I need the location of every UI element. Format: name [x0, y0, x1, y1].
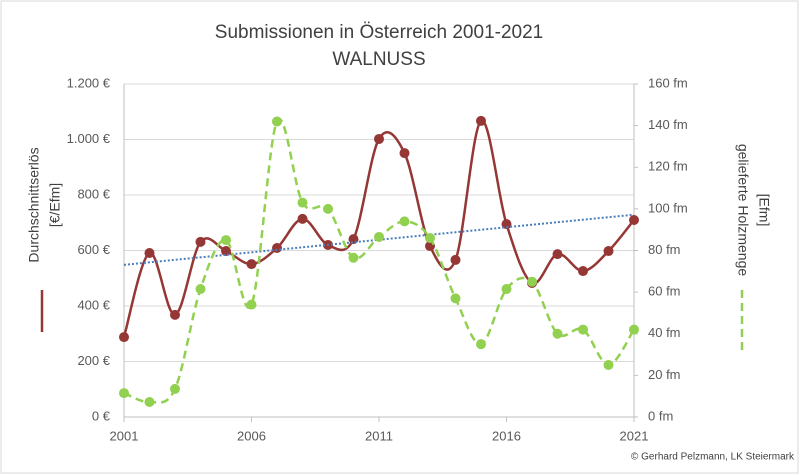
point: [603, 246, 614, 257]
point: [501, 284, 512, 295]
point: [629, 214, 639, 225]
y2-tick-label: 0 fm: [648, 408, 673, 423]
point: [272, 243, 282, 254]
point: [246, 259, 257, 270]
point: [578, 266, 588, 277]
point: [323, 203, 333, 214]
y-tick-label: 0 €: [92, 408, 111, 423]
y2-axis-title: gelieferte Holzmenge: [735, 144, 751, 277]
y-tick-label: 200 €: [77, 353, 110, 368]
point: [476, 115, 486, 126]
point: [119, 388, 129, 399]
x-tick-label: 2021: [620, 428, 649, 443]
y-tick-label: 800 €: [77, 186, 110, 201]
point: [348, 234, 359, 245]
point: [552, 249, 563, 260]
point: [450, 293, 461, 304]
point: [629, 324, 639, 335]
point: [170, 309, 180, 320]
point: [476, 339, 486, 350]
point: [399, 216, 410, 227]
y2-tick-label: 140 fm: [648, 117, 688, 132]
point: [425, 233, 435, 244]
y2-tick-label: 80 fm: [648, 242, 681, 257]
y2-tick-label: 20 fm: [648, 367, 681, 382]
x-tick-label: 2016: [492, 428, 521, 443]
footer: © Gerhard Pelzmann, LK Steiermark: [631, 452, 795, 463]
point: [374, 231, 384, 242]
x-tick-label: 2006: [237, 428, 266, 443]
chart-title: Submissionen in Österreich 2001-2021: [215, 22, 543, 43]
point: [272, 116, 282, 127]
y-axis-title: Durchschnittserlös: [26, 147, 42, 262]
y2-tick-label: 60 fm: [648, 284, 681, 299]
point: [374, 133, 384, 144]
x-tick-label: 2001: [110, 428, 139, 443]
chart-subtitle: WALNUSS: [332, 49, 425, 70]
point: [399, 148, 410, 159]
point: [527, 276, 537, 287]
point: [552, 328, 563, 339]
y-axis-title: [€/Efm]: [47, 183, 63, 227]
point: [297, 197, 308, 208]
y-tick-label: 1.200 €: [67, 75, 111, 90]
point: [195, 236, 206, 247]
x-tick-label: 2011: [365, 428, 393, 443]
y2-axis-title: [Efm]: [756, 194, 772, 227]
point: [578, 324, 588, 335]
y-tick-label: 400 €: [77, 297, 110, 312]
point: [348, 252, 359, 263]
point: [221, 246, 231, 257]
y2-tick-label: 160 fm: [648, 75, 688, 90]
series-line: [123, 117, 636, 404]
point: [195, 284, 206, 295]
point: [144, 397, 155, 408]
point: [603, 359, 614, 370]
point: [450, 254, 461, 265]
point: [170, 383, 180, 394]
point: [119, 332, 129, 343]
y2-tick-label: 120 fm: [648, 159, 688, 174]
point: [297, 213, 308, 224]
y-tick-label: 600 €: [77, 242, 110, 257]
point: [246, 299, 257, 310]
point: [221, 235, 231, 246]
y-tick-label: 1.000 €: [67, 131, 111, 146]
y2-tick-label: 100 fm: [648, 200, 688, 215]
y2-tick-label: 40 fm: [648, 325, 681, 340]
point: [144, 247, 155, 258]
